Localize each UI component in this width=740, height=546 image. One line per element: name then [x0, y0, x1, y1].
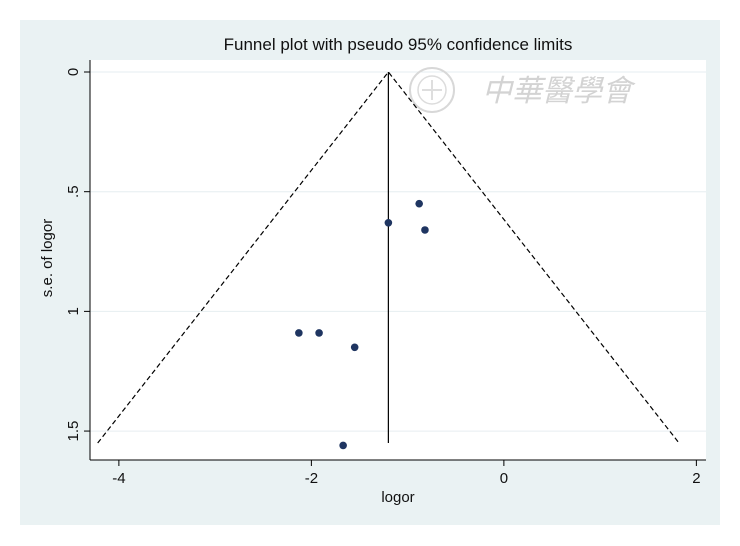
- data-point: [339, 441, 347, 450]
- watermark-text: 中華醫學會: [482, 74, 636, 109]
- plot-area: [90, 60, 706, 460]
- confidence-limits: [97, 71, 680, 444]
- confidence-limit-line: [97, 71, 680, 444]
- data-point: [315, 329, 323, 337]
- y-tick-label: 1: [65, 307, 82, 315]
- y-tick-label: 0: [65, 68, 82, 76]
- axes: -4 -2 0 2 0 .5 1 1.5: [65, 60, 706, 487]
- gridlines: [90, 71, 706, 432]
- y-tick-label: 1.5: [65, 421, 82, 442]
- seal-icon: [409, 67, 455, 113]
- x-tick-label: 0: [500, 470, 508, 487]
- y-tick-label: .5: [65, 185, 82, 198]
- x-axis-label: logor: [381, 489, 414, 506]
- data-point: [421, 226, 429, 234]
- data-point: [415, 199, 423, 208]
- watermark: 中華醫學會: [409, 67, 636, 113]
- x-tick-label: 2: [692, 470, 700, 487]
- chart-title: Funnel plot with pseudo 95% confidence l…: [224, 35, 573, 54]
- x-tick-label: -2: [305, 470, 318, 487]
- x-tick-label: -4: [112, 470, 125, 487]
- y-axis-label: s.e. of logor: [39, 219, 56, 297]
- data-point: [295, 329, 303, 337]
- data-points: [295, 199, 429, 450]
- data-point: [350, 343, 359, 352]
- data-point: [384, 219, 393, 227]
